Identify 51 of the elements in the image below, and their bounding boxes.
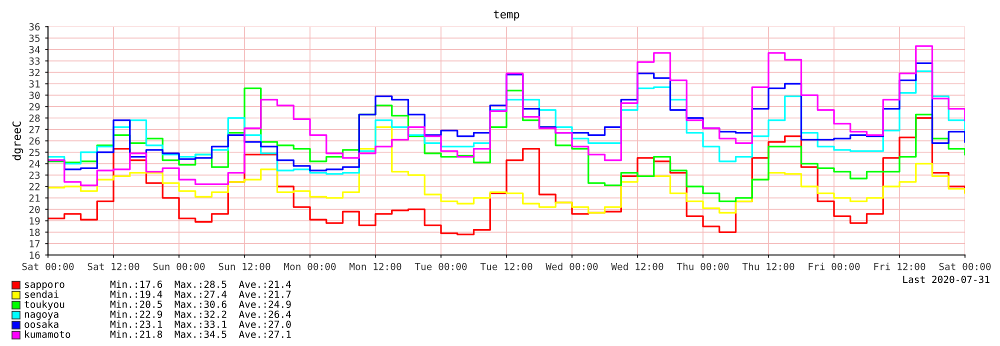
y-tick-label: 22 [29, 183, 40, 190]
text: Min.:17.6 Max.:28.5 Ave.:21.4 [110, 280, 291, 288]
legend-label: sendai [25, 290, 58, 298]
y-tick-label: 35 [29, 34, 40, 42]
x-tick-label: Thu 12:00 [742, 262, 794, 270]
y-tick-label: 32 [29, 68, 40, 76]
text: Last 2020-07-31 [903, 276, 990, 284]
legend-label: sapporo [25, 282, 64, 290]
x-tick-label: Sun 00:00 [153, 262, 205, 270]
x-tick-label: Sat 12:00 [88, 262, 140, 270]
y-tick-label: 29 [29, 103, 40, 110]
y-tick-label: 16 [30, 252, 40, 259]
x-tick-label: Tue 12:00 [480, 262, 532, 270]
x-tick-label: Wed 12:00 [611, 262, 664, 270]
y-tick-label: 20 [29, 206, 40, 214]
y-tick-label: 27 [29, 126, 40, 134]
y-tick-label: 17 [30, 240, 40, 248]
y-tick-label: 26 [29, 137, 40, 145]
legend-label: toukyou [24, 300, 64, 310]
x-tick-label: Wed 00:00 [546, 262, 598, 270]
y-tick-label: 33 [29, 57, 40, 65]
y-tick-label: 31 [29, 80, 40, 88]
y-tick-label: 24 [29, 160, 40, 168]
text: Min.:20.5 Max.:30.6 Ave.:24.9 [110, 300, 291, 308]
x-tick-label: Sat 00:00 [22, 262, 74, 270]
x-tick-label: Thu 00:00 [676, 262, 729, 270]
legend-label: nagoya [24, 312, 58, 320]
x-tick-label: Mon 12:00 [350, 262, 402, 270]
y-tick-label: 25 [29, 148, 40, 156]
legend-label: oosaka [24, 320, 58, 328]
x-tick-label: Fri 12:00 [874, 262, 926, 270]
text: Min.:19.4 Max.:27.4 Ave.:21.7 [110, 290, 291, 298]
chart-title: temp [494, 10, 520, 21]
text: Min.:21.8 Max.:34.5 Ave.:27.1 [110, 330, 291, 338]
text: Min.:22.9 Max.:32.2 Ave.:26.4 [110, 310, 291, 318]
x-tick-label: Tue 00:00 [414, 262, 467, 270]
y-tick-label: 34 [29, 46, 40, 54]
y-tick-label: 36 [29, 23, 40, 30]
y-tick-label: 23 [29, 172, 40, 179]
x-tick-label: Fri 00:00 [808, 262, 860, 270]
text: Min.:23.1 Max.:33.1 Ave.:27.0 [110, 320, 291, 328]
y-tick-label: 21 [29, 194, 40, 202]
x-tick-label: Sun 12:00 [218, 262, 270, 270]
y-tick-label: 28 [29, 114, 40, 122]
x-tick-label: Sat 00:00 [939, 262, 991, 270]
y-tick-label: 18 [30, 228, 40, 236]
y-tick-label: 19 [30, 217, 40, 225]
y-axis-title: dgreeC [12, 122, 24, 160]
x-tick-label: Mon 00:00 [284, 262, 336, 270]
y-tick-label: 30 [29, 92, 40, 100]
legend-label: kumamoto [25, 330, 70, 338]
